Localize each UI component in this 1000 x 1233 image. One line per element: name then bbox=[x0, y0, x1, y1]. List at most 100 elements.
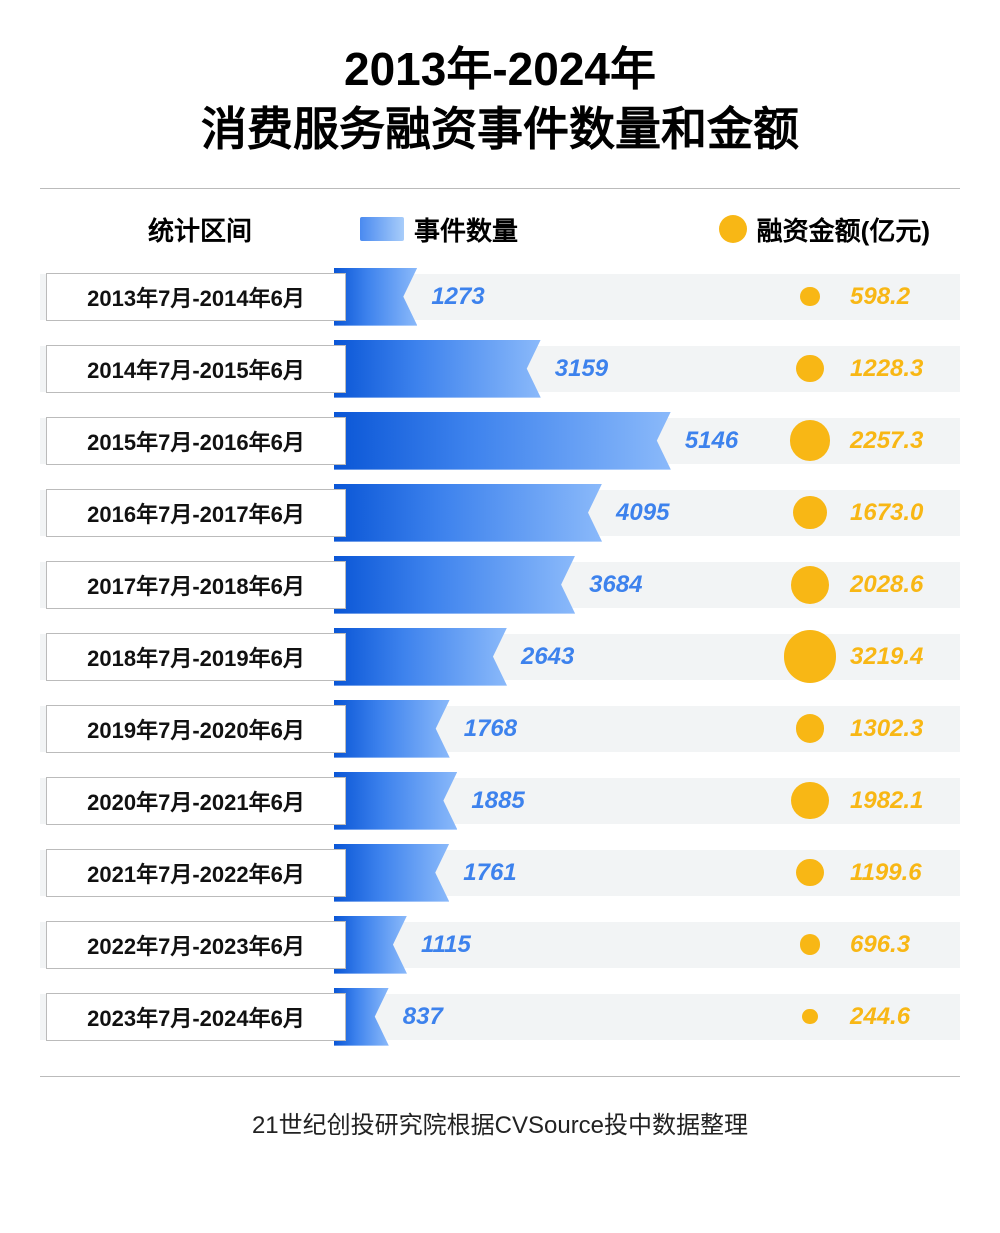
dot-column bbox=[770, 714, 850, 743]
count-bar bbox=[334, 268, 417, 326]
period-label: 2013年7月-2014年6月 bbox=[46, 273, 346, 321]
amount-dot bbox=[796, 859, 823, 886]
amount-value: 1673.0 bbox=[850, 499, 960, 527]
chart-title: 2013年-2024年 消费服务融资事件数量和金额 bbox=[40, 40, 960, 160]
period-label: 2015年7月-2016年6月 bbox=[46, 417, 346, 465]
amount-value: 1302.3 bbox=[850, 715, 960, 743]
legend-period-label: 统计区间 bbox=[50, 211, 350, 248]
bar-zone: 2643 bbox=[346, 628, 770, 686]
count-bar bbox=[334, 772, 457, 830]
count-value: 5146 bbox=[685, 427, 738, 455]
period-label: 2021年7月-2022年6月 bbox=[46, 849, 346, 897]
bar-zone: 4095 bbox=[346, 484, 770, 542]
count-value: 1115 bbox=[421, 931, 471, 959]
count-bar bbox=[334, 700, 450, 758]
dot-column bbox=[770, 782, 850, 819]
count-bar bbox=[334, 556, 575, 614]
period-label: 2023年7月-2024年6月 bbox=[46, 993, 346, 1041]
data-row: 2013年7月-2014年6月 1273 598.2 bbox=[40, 268, 960, 326]
count-value: 2643 bbox=[521, 643, 574, 671]
dot-column bbox=[770, 420, 850, 461]
count-value: 1761 bbox=[463, 859, 516, 887]
period-label: 2014年7月-2015年6月 bbox=[46, 345, 346, 393]
count-bar bbox=[334, 340, 541, 398]
amount-value: 1228.3 bbox=[850, 355, 960, 383]
dot-column bbox=[770, 287, 850, 307]
amount-dot bbox=[796, 355, 824, 383]
amount-dot bbox=[790, 420, 831, 461]
bar-zone: 1768 bbox=[346, 700, 770, 758]
data-row: 2015年7月-2016年6月 5146 2257.3 bbox=[40, 412, 960, 470]
amount-dot bbox=[793, 496, 826, 529]
bar-zone: 1885 bbox=[346, 772, 770, 830]
dot-column bbox=[770, 1009, 850, 1024]
count-value: 3159 bbox=[555, 355, 608, 383]
count-value: 837 bbox=[403, 1003, 443, 1031]
count-bar bbox=[334, 484, 602, 542]
amount-value: 2028.6 bbox=[850, 571, 960, 599]
count-bar bbox=[334, 412, 671, 470]
bar-zone: 3159 bbox=[346, 340, 770, 398]
amount-dot bbox=[784, 630, 837, 683]
count-value: 1768 bbox=[464, 715, 517, 743]
count-bar bbox=[334, 844, 449, 902]
divider-top bbox=[40, 188, 960, 189]
data-row: 2014年7月-2015年6月 3159 1228.3 bbox=[40, 340, 960, 398]
dot-column bbox=[770, 934, 850, 955]
dot-column bbox=[770, 859, 850, 886]
period-label: 2017年7月-2018年6月 bbox=[46, 561, 346, 609]
count-value: 1273 bbox=[431, 283, 484, 311]
amount-value: 1199.6 bbox=[850, 859, 960, 887]
data-row: 2020年7月-2021年6月 1885 1982.1 bbox=[40, 772, 960, 830]
dot-column bbox=[770, 630, 850, 683]
data-row: 2018年7月-2019年6月 2643 3219.4 bbox=[40, 628, 960, 686]
period-label: 2018年7月-2019年6月 bbox=[46, 633, 346, 681]
amount-dot bbox=[796, 714, 825, 743]
amount-dot bbox=[800, 934, 821, 955]
amount-dot bbox=[791, 566, 829, 604]
dot-column bbox=[770, 355, 850, 383]
period-label: 2019年7月-2020年6月 bbox=[46, 705, 346, 753]
bar-zone: 3684 bbox=[346, 556, 770, 614]
bar-icon bbox=[360, 217, 404, 241]
chart-rows: 2013年7月-2014年6月 1273 598.2 2014年7月-2015年6月 3… bbox=[40, 268, 960, 1046]
data-row: 2019年7月-2020年6月 1768 1302.3 bbox=[40, 700, 960, 758]
amount-value: 2257.3 bbox=[850, 427, 960, 455]
data-row: 2021年7月-2022年6月 1761 1199.6 bbox=[40, 844, 960, 902]
dot-column bbox=[770, 566, 850, 604]
amount-value: 3219.4 bbox=[850, 643, 960, 671]
bar-zone: 1115 bbox=[346, 916, 770, 974]
legend-amount-label: 融资金额(亿元) bbox=[757, 211, 930, 248]
divider-bottom bbox=[40, 1076, 960, 1077]
data-row: 2022年7月-2023年6月 1115 696.3 bbox=[40, 916, 960, 974]
amount-dot bbox=[800, 287, 820, 307]
dot-icon bbox=[719, 215, 747, 243]
amount-dot bbox=[802, 1009, 817, 1024]
count-value: 4095 bbox=[616, 499, 669, 527]
amount-value: 1982.1 bbox=[850, 787, 960, 815]
bar-zone: 837 bbox=[346, 988, 770, 1046]
bar-zone: 1273 bbox=[346, 268, 770, 326]
data-row: 2017年7月-2018年6月 3684 2028.6 bbox=[40, 556, 960, 614]
count-bar bbox=[334, 628, 507, 686]
legend-count: 事件数量 bbox=[360, 211, 518, 248]
data-row: 2023年7月-2024年6月 837 244.6 bbox=[40, 988, 960, 1046]
period-label: 2022年7月-2023年6月 bbox=[46, 921, 346, 969]
period-label: 2020年7月-2021年6月 bbox=[46, 777, 346, 825]
dot-column bbox=[770, 496, 850, 529]
data-row: 2016年7月-2017年6月 4095 1673.0 bbox=[40, 484, 960, 542]
legend: 统计区间 事件数量 融资金额(亿元) bbox=[40, 211, 960, 248]
amount-value: 696.3 bbox=[850, 931, 960, 959]
legend-count-label: 事件数量 bbox=[414, 211, 518, 248]
amount-value: 598.2 bbox=[850, 283, 960, 311]
footer-source: 21世纪创投研究院根据CVSource投中数据整理 bbox=[40, 1105, 960, 1140]
period-label: 2016年7月-2017年6月 bbox=[46, 489, 346, 537]
count-value: 1885 bbox=[471, 787, 524, 815]
amount-value: 244.6 bbox=[850, 1003, 960, 1031]
amount-dot bbox=[791, 782, 828, 819]
bar-zone: 1761 bbox=[346, 844, 770, 902]
title-line-1: 2013年-2024年 bbox=[344, 43, 656, 95]
title-line-2: 消费服务融资事件数量和金额 bbox=[201, 103, 799, 155]
legend-amount: 融资金额(亿元) bbox=[719, 211, 930, 248]
count-value: 3684 bbox=[589, 571, 642, 599]
